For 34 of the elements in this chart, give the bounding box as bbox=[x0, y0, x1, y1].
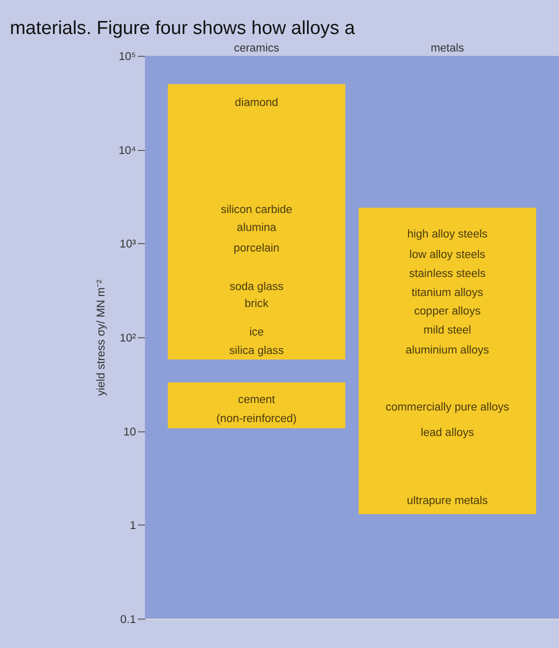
bar bbox=[168, 382, 346, 428]
bar bbox=[358, 208, 536, 514]
y-tick-label: 10² bbox=[120, 332, 136, 344]
bar bbox=[168, 84, 346, 360]
y-tick-label: 10 bbox=[123, 426, 136, 438]
annotation: brick bbox=[244, 298, 269, 310]
annotation: low alloy steels bbox=[409, 249, 486, 262]
annotation: stainless steels bbox=[409, 268, 486, 280]
annotation: mild steel bbox=[424, 324, 472, 336]
annotation: alumina bbox=[236, 222, 278, 234]
annotation: (non-reinforced) bbox=[216, 412, 297, 425]
annotation: titanium alloys bbox=[412, 286, 484, 299]
text: materials. Figure four shows how alloys a bbox=[10, 17, 356, 38]
annotation: soda glass bbox=[230, 281, 284, 294]
annotation: ice bbox=[249, 326, 264, 338]
x-tick-label: ceramics bbox=[234, 42, 280, 55]
y-tick-label: 1 bbox=[130, 520, 136, 532]
y-tick-label: 10³ bbox=[120, 238, 136, 251]
y-tick-label: 10⁵ bbox=[118, 51, 136, 64]
annotation: silica glass bbox=[229, 345, 284, 358]
annotation: copper alloys bbox=[414, 306, 481, 318]
annotation: porcelain bbox=[234, 242, 280, 255]
annotation: diamond bbox=[234, 96, 278, 109]
y-tick-label: 10⁴ bbox=[118, 144, 136, 157]
annotation: cement bbox=[238, 394, 276, 406]
annotation: high alloy steels bbox=[407, 228, 488, 241]
y-tick-label: 0.1 bbox=[120, 614, 136, 626]
x-tick-label: metals bbox=[430, 42, 464, 55]
annotation: commercially pure alloys bbox=[386, 402, 510, 414]
y-axis-title: yield stress σy/ MN m⁻² bbox=[95, 279, 108, 396]
annotation: silicon carbide bbox=[220, 204, 292, 216]
annotation: lead alloys bbox=[420, 427, 474, 440]
annotation: aluminium alloys bbox=[406, 344, 490, 356]
annotation: ultrapure metals bbox=[406, 494, 488, 507]
